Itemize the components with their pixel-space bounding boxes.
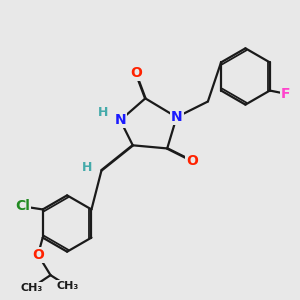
- Text: N: N: [171, 110, 182, 124]
- Text: CH₃: CH₃: [57, 281, 79, 291]
- Text: O: O: [186, 154, 198, 168]
- Text: N: N: [115, 113, 126, 127]
- Text: Cl: Cl: [15, 199, 30, 213]
- Text: O: O: [32, 248, 44, 262]
- Text: F: F: [281, 87, 290, 101]
- Text: CH₃: CH₃: [21, 283, 43, 293]
- Text: H: H: [98, 106, 108, 119]
- Text: O: O: [130, 66, 142, 80]
- Text: H: H: [82, 161, 93, 174]
